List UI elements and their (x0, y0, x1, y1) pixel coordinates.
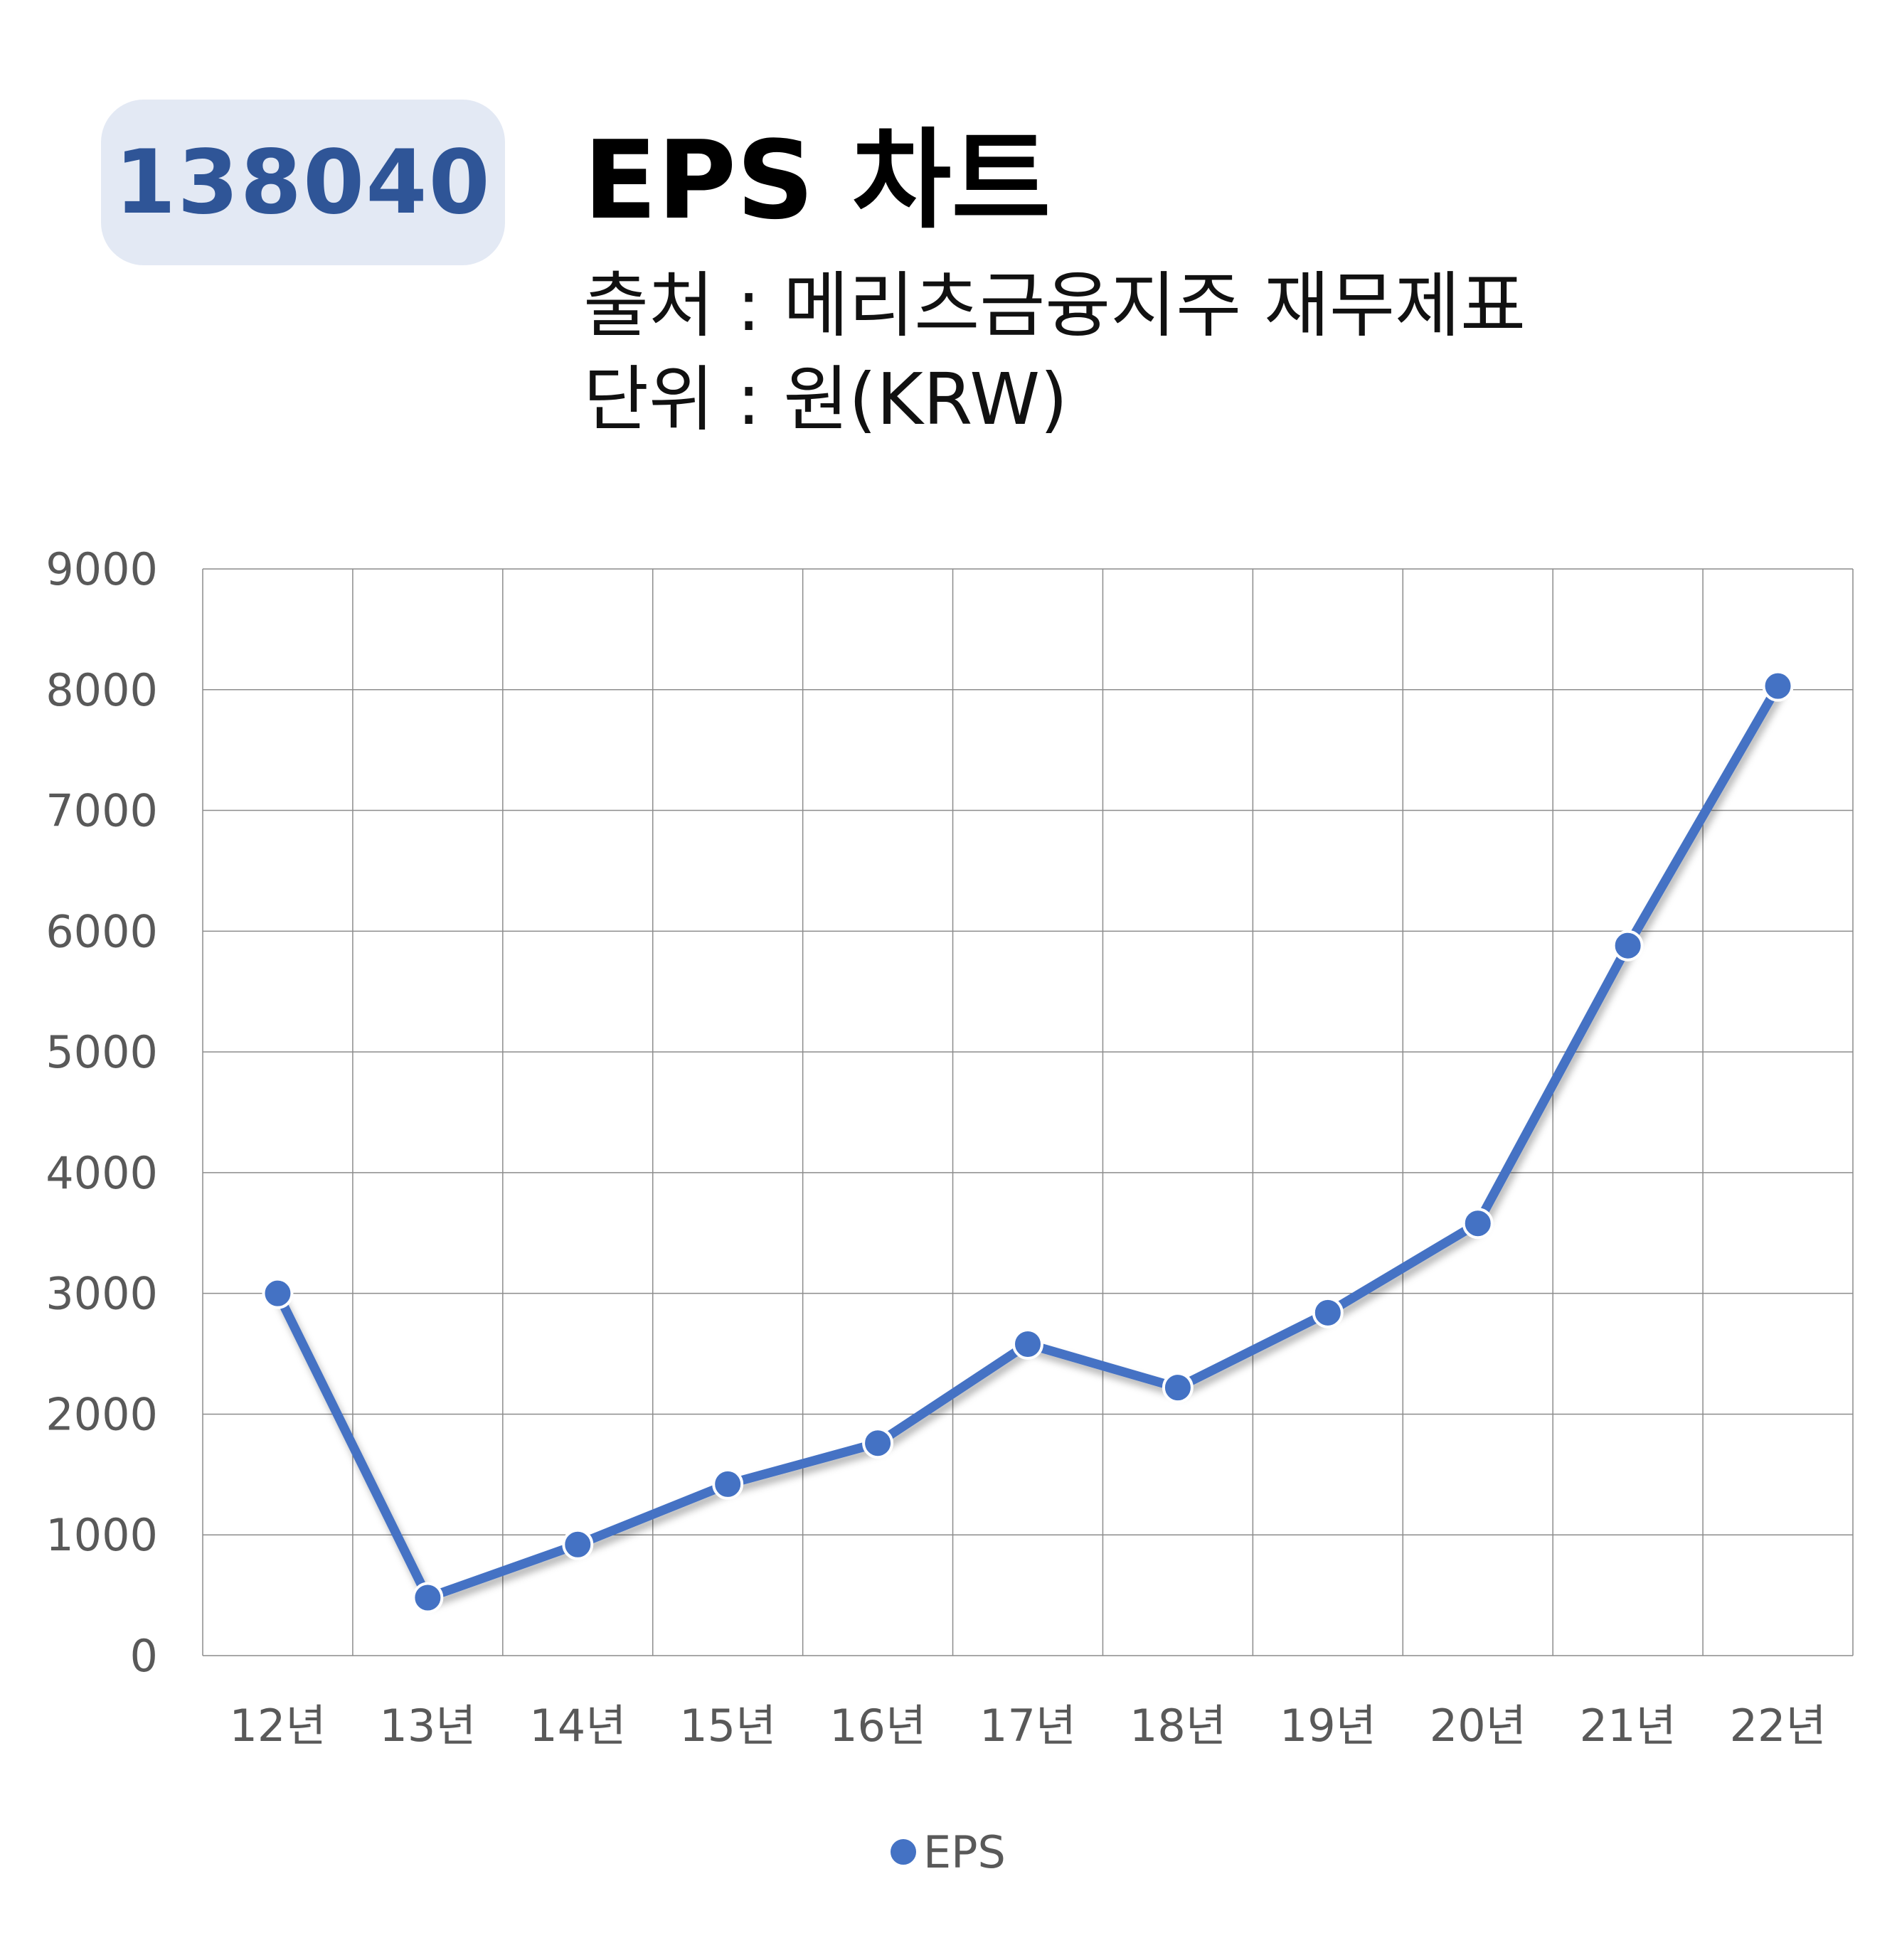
x-tick-label: 13년 (379, 1700, 476, 1752)
eps-data-point (1762, 670, 1794, 702)
y-tick-label: 5000 (46, 1026, 158, 1078)
eps-data-point (1612, 930, 1644, 962)
eps-data-point (1012, 1328, 1043, 1360)
legend-marker-icon (888, 1836, 919, 1868)
eps-data-point (1312, 1296, 1344, 1328)
eps-data-point (862, 1427, 894, 1459)
eps-data-point (712, 1468, 744, 1500)
x-tick-label: 18년 (1130, 1700, 1226, 1752)
eps-data-point (1462, 1208, 1494, 1240)
x-tick-label: 14년 (529, 1700, 626, 1752)
y-tick-label: 0 (130, 1630, 158, 1682)
x-tick-label: 20년 (1430, 1700, 1526, 1752)
x-tick-label: 15년 (679, 1700, 776, 1752)
y-tick-label: 3000 (46, 1268, 158, 1320)
y-tick-label: 8000 (46, 664, 158, 716)
chart-source: 출처 : 메리츠금융지주 재무제표 (583, 264, 1526, 347)
x-tick-label: 21년 (1580, 1700, 1677, 1752)
eps-data-point (562, 1528, 594, 1560)
x-tick-label: 17년 (979, 1700, 1076, 1752)
x-tick-label: 22년 (1730, 1700, 1827, 1752)
y-tick-label: 2000 (46, 1388, 158, 1440)
x-tick-label: 16년 (829, 1700, 926, 1752)
chart-unit: 단위 : 원(KRW) (583, 358, 1068, 441)
chart-title: EPS 차트 (583, 117, 1051, 243)
stock-code-badge: 138040 (101, 100, 505, 265)
y-axis: 0 1000 2000 3000 4000 5000 6000 7000 8000 9000 (46, 543, 158, 1682)
y-tick-label: 4000 (46, 1147, 158, 1199)
x-tick-label: 19년 (1280, 1700, 1376, 1752)
eps-data-point (412, 1582, 444, 1614)
eps-data-point (262, 1277, 294, 1309)
x-axis: 12년 13년 14년 15년 16년 17년 18년 19년 20년 21년 22년 (229, 1700, 1826, 1752)
y-tick-label: 9000 (46, 543, 158, 595)
stock-code: 138040 (115, 131, 491, 234)
y-tick-label: 7000 (46, 785, 158, 837)
x-tick-label: 12년 (229, 1700, 326, 1752)
y-tick-label: 6000 (46, 905, 158, 957)
legend-label: EPS (923, 1826, 1006, 1878)
eps-data-point (1162, 1372, 1194, 1404)
y-tick-label: 1000 (46, 1509, 158, 1561)
chart-series (262, 670, 1794, 1614)
chart-grid (202, 568, 1854, 1656)
chart-legend: EPS (888, 1826, 1006, 1878)
